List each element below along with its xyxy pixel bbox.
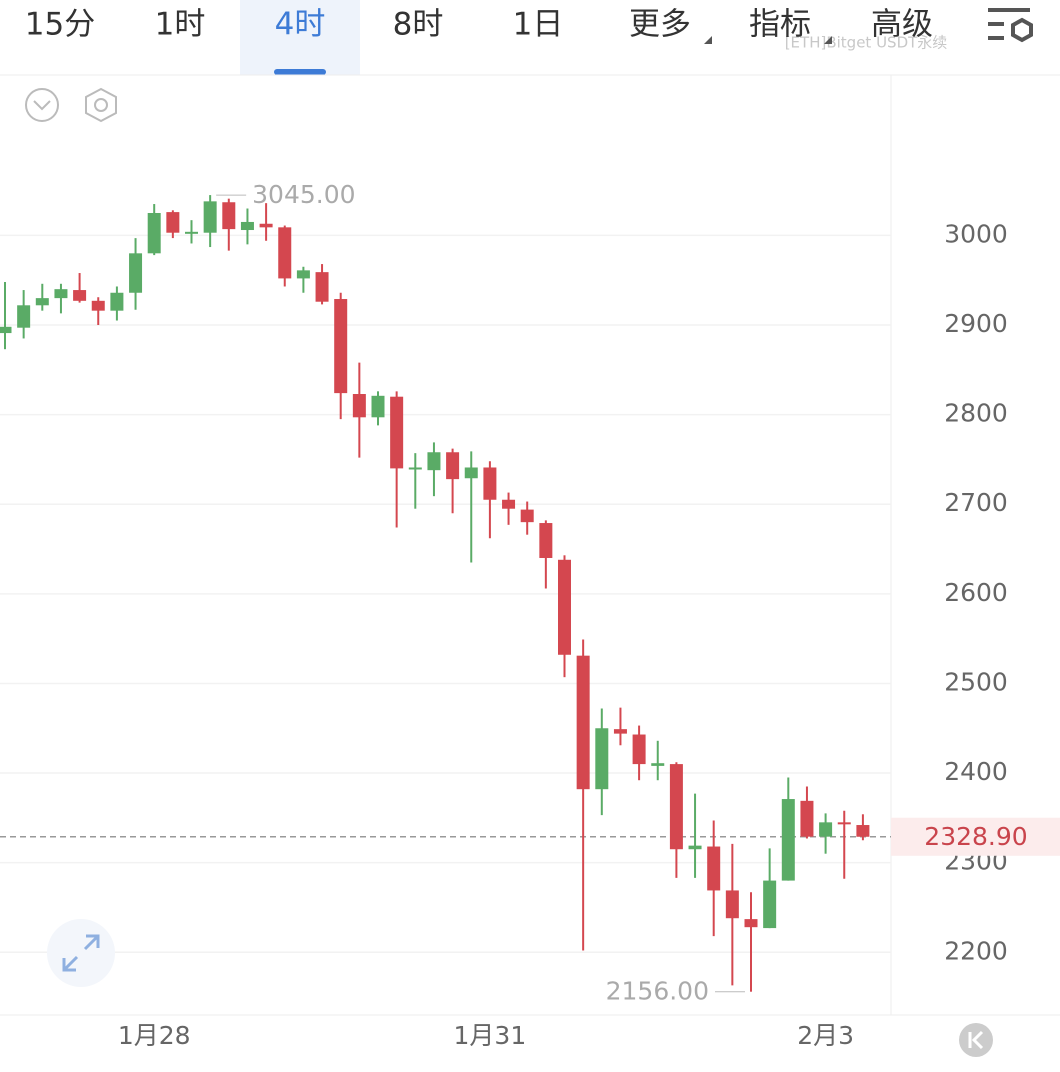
x-tick-label: 2月3: [797, 1021, 854, 1050]
candle-body: [595, 728, 609, 790]
candle-body: [203, 201, 217, 233]
tab[interactable]: 1日: [513, 7, 564, 43]
y-tick-label: 3000: [944, 219, 1008, 248]
candle-body: [520, 509, 534, 523]
y-tick-label: 2700: [944, 488, 1008, 517]
candle-body: [17, 305, 31, 328]
candle-body: [856, 825, 870, 837]
candle-body: [54, 289, 68, 299]
candle-body: [185, 231, 198, 234]
candle-body: [259, 223, 273, 228]
symbol-label: [ETH]Bitget USDT永续: [785, 34, 948, 52]
candle-body: [371, 395, 385, 418]
scroll-end-icon[interactable]: [959, 1023, 993, 1057]
candle-body: [819, 822, 833, 837]
candle-body: [464, 467, 478, 479]
candle-body: [651, 763, 665, 766]
candle-body: [800, 800, 814, 837]
candle-body: [483, 467, 497, 500]
candle-body: [558, 559, 571, 655]
settings-hex-icon[interactable]: [85, 87, 117, 123]
candle-body: [576, 655, 590, 790]
candle-body: [0, 326, 12, 334]
candle-body: [763, 880, 777, 929]
tab-underline: [274, 69, 326, 75]
collapse-icon[interactable]: [25, 88, 59, 122]
candle-body: [837, 822, 851, 825]
candle-body: [427, 452, 441, 471]
candle-body: [73, 290, 87, 301]
tab[interactable]: 更多: [629, 7, 691, 43]
tab[interactable]: 15分: [25, 7, 95, 43]
candle-body: [315, 272, 329, 302]
tab[interactable]: 4时: [275, 7, 326, 43]
settings-icon[interactable]: [988, 8, 1033, 43]
tab[interactable]: 8时: [393, 7, 444, 43]
candle-body: [129, 253, 143, 293]
last-price-label: 2328.90: [924, 822, 1027, 851]
candle-body: [446, 452, 460, 480]
candle-body: [744, 919, 758, 928]
candle-body: [278, 227, 292, 279]
candle-body: [539, 523, 553, 558]
candle-body: [352, 394, 366, 418]
candle-body: [222, 202, 236, 230]
candle-body: [240, 221, 254, 231]
fullscreen-icon[interactable]: [47, 919, 115, 987]
candle-body: [408, 467, 422, 470]
candle-body: [390, 396, 404, 469]
y-tick-label: 2900: [944, 309, 1008, 338]
dropdown-arrow: [704, 36, 712, 44]
candle-body: [91, 300, 105, 311]
x-tick-label: 1月31: [454, 1021, 527, 1050]
candle-body: [669, 764, 683, 850]
candle-body: [781, 799, 795, 881]
candle-body: [707, 846, 721, 891]
candle-body: [688, 845, 702, 850]
candle-body: [296, 270, 310, 279]
plot: [0, 194, 891, 993]
candle-body: [147, 212, 161, 254]
max-label: 3045.00: [252, 180, 355, 209]
candle-body: [110, 292, 124, 311]
tab-selected-bg: [240, 0, 360, 75]
candle-body: [166, 212, 180, 233]
candle-body: [632, 734, 646, 765]
min-label: 2156.00: [606, 977, 709, 1006]
candle-body: [35, 298, 49, 306]
y-tick-label: 2500: [944, 667, 1008, 696]
candle-body: [613, 729, 627, 734]
candle-body: [334, 299, 348, 394]
tab[interactable]: 1时: [155, 7, 206, 43]
candle-body: [502, 499, 516, 509]
y-tick-label: 2800: [944, 399, 1008, 428]
dropdown-arrow: [824, 36, 832, 44]
y-tick-label: 2600: [944, 578, 1008, 607]
tab[interactable]: 高级: [871, 7, 933, 43]
x-tick-label: 1月28: [118, 1021, 191, 1050]
candle-body: [725, 890, 739, 919]
y-tick-label: 2400: [944, 757, 1008, 786]
y-tick-label: 2200: [944, 936, 1008, 965]
tab[interactable]: 指标: [749, 7, 811, 43]
last-price-box: [891, 817, 1060, 856]
